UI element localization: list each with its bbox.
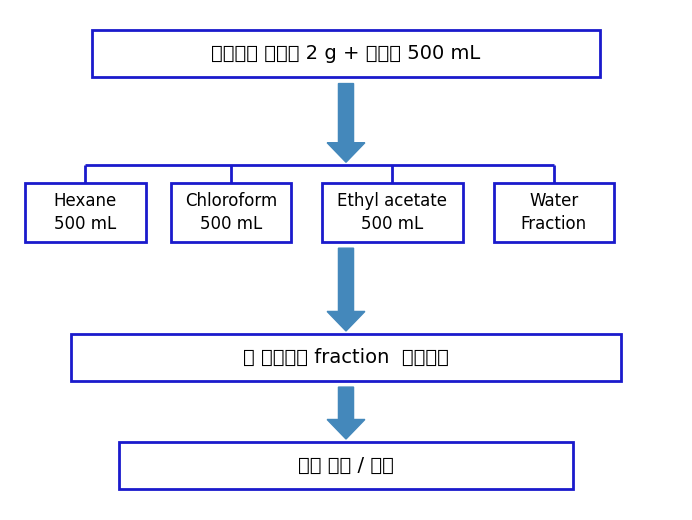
FancyBboxPatch shape <box>171 183 291 242</box>
Text: Hexane
500 mL: Hexane 500 mL <box>54 191 117 233</box>
FancyBboxPatch shape <box>322 183 463 242</box>
Text: Water
Fraction: Water Fraction <box>520 191 587 233</box>
FancyBboxPatch shape <box>71 333 621 381</box>
FancyBboxPatch shape <box>120 441 572 489</box>
FancyBboxPatch shape <box>92 30 600 77</box>
Polygon shape <box>327 84 365 162</box>
Text: 각 유기용매 fraction  감압농축: 각 유기용매 fraction 감압농축 <box>243 348 449 367</box>
FancyBboxPatch shape <box>26 183 145 242</box>
Text: 시료추출 농축물 2 g + 증류수 500 mL: 시료추출 농축물 2 g + 증류수 500 mL <box>211 44 481 63</box>
Text: 활성 검증 / 확인: 활성 검증 / 확인 <box>298 456 394 475</box>
Text: Chloroform
500 mL: Chloroform 500 mL <box>185 191 277 233</box>
Polygon shape <box>327 387 365 439</box>
Polygon shape <box>327 248 365 331</box>
Text: Ethyl acetate
500 mL: Ethyl acetate 500 mL <box>337 191 447 233</box>
FancyBboxPatch shape <box>493 183 614 242</box>
